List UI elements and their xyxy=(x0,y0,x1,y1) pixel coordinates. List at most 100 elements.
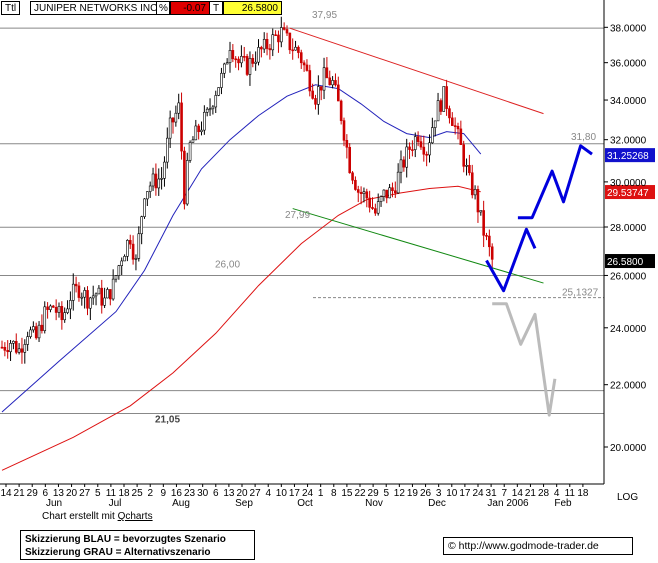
candle-body xyxy=(450,117,454,126)
candle-body xyxy=(51,305,55,308)
x-day-label: 29 xyxy=(27,488,39,499)
candle-body xyxy=(405,146,409,168)
candle-body xyxy=(305,64,309,71)
x-day-label: 5 xyxy=(95,488,101,499)
x-day-label: 17 xyxy=(289,488,301,499)
candle-body xyxy=(459,128,463,145)
candle-body xyxy=(413,136,417,150)
candle-body xyxy=(302,62,306,66)
candle-body xyxy=(334,80,337,86)
candle-body xyxy=(194,125,198,141)
x-day-label: 23 xyxy=(184,488,196,499)
candle-body xyxy=(288,32,292,51)
candle-body xyxy=(128,240,132,245)
candle-body xyxy=(439,100,443,112)
x-day-label: 6 xyxy=(43,488,49,499)
candle-body xyxy=(448,108,451,119)
x-day-label: 3 xyxy=(436,488,442,499)
candle-body xyxy=(109,289,112,300)
value-tag-box xyxy=(605,254,655,269)
x-day-label: 25 xyxy=(132,488,144,499)
candle-body xyxy=(453,125,457,127)
x-day-label: 24 xyxy=(472,488,484,499)
candle-body xyxy=(399,159,403,173)
candle-body xyxy=(254,61,257,64)
value-tag-label: 31.25268 xyxy=(607,151,649,162)
x-month-label: Jun xyxy=(46,498,62,509)
candle-body xyxy=(416,136,420,142)
candle-body xyxy=(151,173,155,187)
candle-body xyxy=(80,296,84,299)
candle-body xyxy=(103,297,106,306)
candle-body xyxy=(285,29,289,34)
label-layer: 37,95 31,80 27,99 26,00 25,1327 21,05 31.25268… xyxy=(155,10,655,426)
price-level-label: 21,05 xyxy=(155,415,180,426)
candle-body xyxy=(274,34,277,37)
candle-body xyxy=(271,34,275,51)
candle-body xyxy=(171,117,175,123)
header-change-value: -0.07 xyxy=(170,1,210,15)
candle-body xyxy=(359,192,363,194)
candle-body xyxy=(57,306,61,313)
website-link[interactable]: http://www.godmode-trader.de xyxy=(458,540,599,552)
axis-layer: 38.0000 36.0000 34.0000 32.0000 30.0000 28.00… xyxy=(0,0,647,509)
candle-body xyxy=(291,49,295,52)
candle-body xyxy=(391,187,394,192)
candle-body xyxy=(63,312,67,321)
candle-body xyxy=(468,165,471,174)
x-day-label: 11 xyxy=(565,488,576,499)
candle-body xyxy=(431,127,434,144)
candle-body xyxy=(180,102,183,152)
candle-body xyxy=(86,290,89,309)
candle-body xyxy=(476,188,480,213)
candle-body xyxy=(351,172,354,181)
candle-body xyxy=(20,348,24,353)
blue-scenario-path xyxy=(517,144,593,220)
qcharts-link[interactable]: Qcharts xyxy=(117,511,153,522)
x-day-label: 14 xyxy=(512,488,524,499)
candle-body xyxy=(308,70,312,92)
candle-body xyxy=(46,306,49,310)
candle-body xyxy=(442,86,446,112)
candle-body xyxy=(345,140,349,148)
candle-body xyxy=(368,197,371,208)
candle-body xyxy=(89,297,92,309)
candle-body xyxy=(34,326,38,339)
candle-body xyxy=(342,120,346,141)
candle-body xyxy=(231,50,235,60)
candle-body xyxy=(191,139,195,143)
trendline-layer xyxy=(289,27,544,284)
x-day-label: 21 xyxy=(14,488,26,499)
x-month-label: Aug xyxy=(172,498,190,509)
candle-body xyxy=(245,56,249,75)
support-trendline xyxy=(292,208,544,284)
candle-body xyxy=(268,48,272,51)
x-day-label: 28 xyxy=(538,488,550,499)
candle-body xyxy=(314,98,317,105)
x-day-label: 11 xyxy=(106,488,117,499)
grid-layer xyxy=(0,27,604,415)
candle-body xyxy=(6,350,9,353)
candle-body xyxy=(425,153,428,156)
candle-body xyxy=(265,39,269,49)
candle-body xyxy=(331,80,334,86)
candle-body xyxy=(208,108,212,111)
candle-body xyxy=(419,141,423,148)
candle-body xyxy=(29,329,32,337)
candle-body xyxy=(97,287,101,295)
candle-body xyxy=(411,149,414,151)
candlestick-layer xyxy=(0,16,494,364)
price-level-label: 31,80 xyxy=(571,132,596,143)
candle-body xyxy=(433,120,437,128)
candle-body xyxy=(17,348,21,353)
price-chart: 37,95 31,80 27,99 26,00 25,1327 21,05 31.25268… xyxy=(0,0,655,509)
candle-body xyxy=(428,142,431,156)
scenario-legend: Skizzierung BLAU = bevorzugtes Szenario … xyxy=(20,530,255,560)
candle-body xyxy=(174,112,178,123)
candle-body xyxy=(490,246,494,260)
candle-body xyxy=(225,62,229,65)
legend-blue-scenario: Skizzierung BLAU = bevorzugtes Szenario xyxy=(25,534,226,545)
candle-body xyxy=(91,295,95,299)
legend-gray-scenario: Skizzierung GRAU = Alternativszenario xyxy=(25,547,211,558)
candle-body xyxy=(251,57,255,64)
